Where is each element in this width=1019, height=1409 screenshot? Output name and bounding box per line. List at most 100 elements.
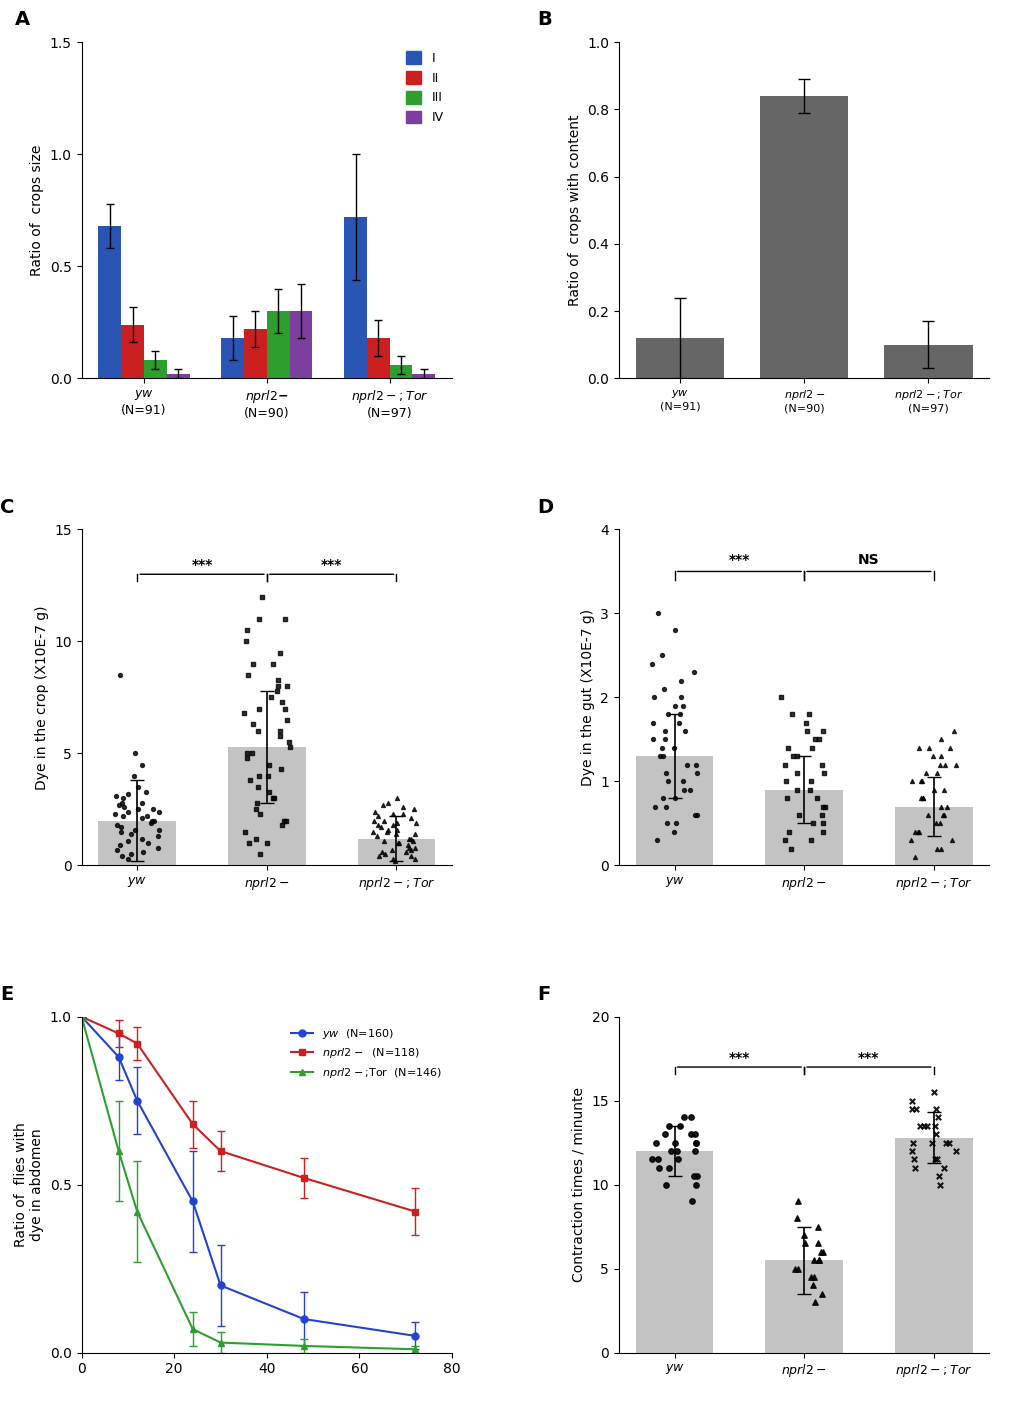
Point bbox=[271, 720, 287, 743]
Bar bbox=[343, 217, 367, 378]
Point bbox=[387, 823, 404, 845]
Point bbox=[394, 796, 411, 819]
Point bbox=[379, 792, 395, 814]
Point bbox=[783, 837, 799, 859]
Point bbox=[688, 1131, 704, 1154]
Point bbox=[277, 697, 293, 720]
Point bbox=[648, 828, 664, 851]
Point bbox=[651, 745, 667, 768]
Point bbox=[689, 1165, 705, 1188]
Point bbox=[810, 1248, 826, 1271]
Point bbox=[797, 712, 813, 734]
Point bbox=[916, 762, 932, 785]
Point bbox=[126, 765, 143, 788]
Point bbox=[384, 838, 400, 861]
Point bbox=[370, 805, 386, 827]
Point bbox=[248, 797, 264, 820]
Point bbox=[151, 800, 167, 823]
Point bbox=[115, 805, 131, 827]
Point bbox=[657, 762, 674, 785]
Point bbox=[814, 812, 830, 834]
Point bbox=[653, 644, 669, 666]
Point bbox=[107, 803, 123, 826]
Point bbox=[407, 823, 423, 845]
Point bbox=[915, 1115, 931, 1137]
Point bbox=[403, 845, 419, 868]
Point bbox=[911, 1115, 927, 1137]
Point bbox=[813, 1282, 829, 1305]
Point bbox=[235, 702, 252, 724]
Point bbox=[659, 1157, 676, 1179]
Point bbox=[802, 828, 818, 851]
Point bbox=[784, 703, 800, 726]
Text: F: F bbox=[537, 985, 550, 1003]
Point bbox=[403, 827, 419, 850]
Point bbox=[373, 841, 389, 864]
Point bbox=[400, 837, 417, 859]
Point bbox=[366, 809, 382, 831]
Point bbox=[120, 800, 137, 823]
Point bbox=[109, 838, 125, 861]
Point bbox=[238, 747, 255, 769]
Point bbox=[366, 800, 382, 823]
Point bbox=[245, 652, 261, 675]
Point bbox=[789, 1257, 805, 1279]
Point bbox=[909, 820, 925, 843]
Point bbox=[906, 845, 922, 868]
Text: ***: *** bbox=[321, 558, 342, 572]
Point bbox=[656, 720, 673, 743]
Point bbox=[930, 1165, 947, 1188]
Point bbox=[123, 823, 140, 845]
Point bbox=[115, 796, 131, 819]
Y-axis label: Dye in the crop (X10E-7 g): Dye in the crop (X10E-7 g) bbox=[35, 606, 49, 789]
Y-axis label: Ratio of  crops with content: Ratio of crops with content bbox=[567, 114, 581, 306]
Point bbox=[389, 819, 406, 841]
Point bbox=[943, 828, 959, 851]
Point bbox=[655, 678, 672, 700]
Point bbox=[813, 754, 829, 776]
Text: ***: *** bbox=[728, 1051, 749, 1065]
Bar bbox=[289, 311, 312, 378]
Y-axis label: Dye in the gut (X10E-7 g): Dye in the gut (X10E-7 g) bbox=[580, 609, 594, 786]
Point bbox=[784, 745, 800, 768]
Point bbox=[802, 1265, 818, 1288]
Point bbox=[274, 814, 290, 837]
Point bbox=[386, 850, 403, 872]
Point bbox=[814, 795, 830, 817]
Legend: I, II, III, IV: I, II, III, IV bbox=[404, 48, 445, 127]
Point bbox=[123, 843, 140, 865]
Point bbox=[258, 831, 274, 854]
Point bbox=[237, 630, 254, 652]
Point bbox=[264, 788, 280, 810]
Point bbox=[904, 1131, 920, 1154]
Bar bbox=[228, 747, 306, 865]
Point bbox=[666, 619, 683, 641]
Point bbox=[780, 820, 796, 843]
Point bbox=[281, 735, 298, 758]
Point bbox=[263, 686, 279, 709]
Point bbox=[926, 1098, 943, 1120]
Point bbox=[919, 737, 935, 759]
Point bbox=[405, 830, 421, 852]
Point bbox=[659, 771, 676, 793]
Point bbox=[236, 820, 253, 843]
Point bbox=[905, 1148, 921, 1171]
Point bbox=[643, 1148, 659, 1171]
Point bbox=[936, 754, 953, 776]
Bar bbox=[244, 328, 267, 378]
Point bbox=[133, 807, 150, 830]
Point bbox=[788, 779, 804, 802]
Point bbox=[384, 847, 400, 869]
Y-axis label: Contraction times / minunte: Contraction times / minunte bbox=[572, 1088, 585, 1282]
Point bbox=[389, 831, 406, 854]
Point bbox=[669, 1148, 686, 1171]
Point bbox=[388, 788, 405, 810]
Point bbox=[114, 788, 130, 810]
Point bbox=[113, 820, 129, 843]
Point bbox=[667, 812, 684, 834]
Point bbox=[668, 1140, 685, 1162]
Point bbox=[375, 830, 391, 852]
Point bbox=[252, 803, 268, 826]
Point bbox=[644, 712, 660, 734]
Point bbox=[119, 847, 136, 869]
